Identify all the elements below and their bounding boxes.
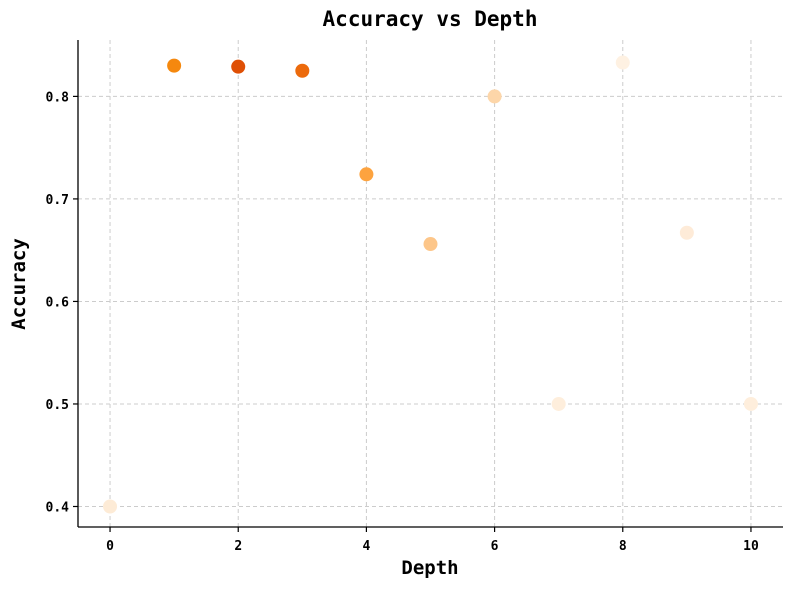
y-tick-label: 0.7 [46,193,69,208]
y-tick-label: 0.4 [46,500,70,515]
scatter-point [103,499,118,514]
y-tick-label: 0.6 [46,295,70,310]
axis-ticks: 0 2 4 6 8 10 0.4 0.5 0.6 0.7 0.8 [46,90,759,554]
scatter-point [295,63,310,78]
scatter-point [167,58,182,73]
x-tick-label: 4 [362,539,370,554]
grid [78,40,783,527]
data-points [103,55,758,514]
y-axis-label: Accuracy [8,238,30,330]
x-tick-label: 0 [106,539,114,554]
scatter-point [423,237,438,252]
y-tick-label: 0.5 [46,398,69,413]
scatter-point [615,55,630,70]
x-tick-label: 2 [234,539,242,554]
scatter-point [231,59,246,74]
x-axis-label: Depth [401,557,458,579]
x-tick-label: 6 [491,539,499,554]
x-tick-label: 8 [619,539,627,554]
chart-title: Accuracy vs Depth [323,7,538,31]
scatter-point [487,89,502,104]
scatter-point [679,225,694,240]
scatter-point [743,396,758,411]
scatter-point [551,396,566,411]
y-tick-label: 0.8 [46,90,70,105]
scatter-point [359,167,374,182]
x-tick-label: 10 [743,539,759,554]
